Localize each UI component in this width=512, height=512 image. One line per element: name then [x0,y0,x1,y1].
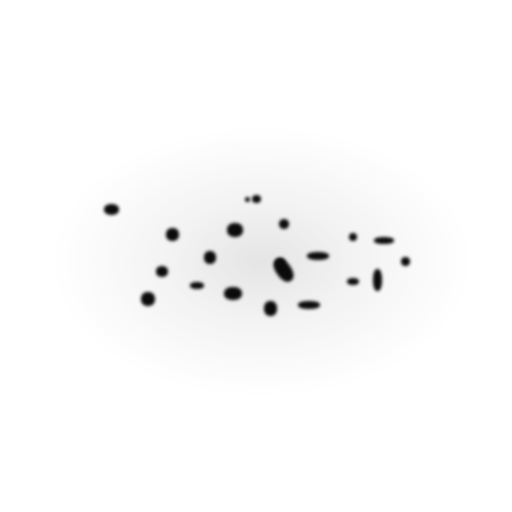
dark-spot [400,256,410,266]
dark-spot [244,196,250,202]
dark-spot [275,257,285,267]
dark-spot [263,300,277,316]
dark-spot [372,269,382,291]
dark-spot [307,252,329,260]
dark-spot [298,301,320,309]
dark-spot [156,265,168,277]
dark-spot [347,277,359,285]
dark-spot [204,250,216,264]
dark-spot [251,195,261,203]
dark-spot [279,219,289,229]
dark-spot [224,286,242,300]
dark-spot [374,236,394,244]
dark-spot [141,292,155,306]
dark-spot [227,223,243,237]
dark-spot [349,233,357,241]
dark-spot [165,227,179,241]
dark-spot [103,203,119,215]
dark-spot [190,281,204,289]
